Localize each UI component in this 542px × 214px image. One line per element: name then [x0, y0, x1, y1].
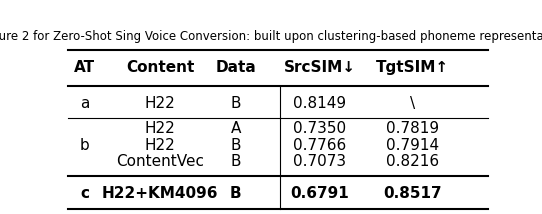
Text: B: B: [230, 154, 241, 169]
Text: 0.7350: 0.7350: [293, 121, 346, 136]
Text: H22: H22: [145, 138, 176, 153]
Text: B: B: [230, 138, 241, 153]
Text: 0.7914: 0.7914: [385, 138, 439, 153]
Text: b: b: [80, 138, 89, 153]
Text: AT: AT: [74, 60, 95, 75]
Text: 0.8517: 0.8517: [383, 186, 442, 201]
Text: a: a: [80, 96, 89, 111]
Text: H22: H22: [145, 121, 176, 136]
Text: Data: Data: [215, 60, 256, 75]
Text: c: c: [80, 186, 89, 201]
Text: Content: Content: [126, 60, 195, 75]
Text: 0.7073: 0.7073: [293, 154, 346, 169]
Text: A: A: [230, 121, 241, 136]
Text: ContentVec: ContentVec: [116, 154, 204, 169]
Text: Figure 2 for Zero-Shot Sing Voice Conversion: built upon clustering-based phonem: Figure 2 for Zero-Shot Sing Voice Conver…: [0, 30, 542, 43]
Text: 0.6791: 0.6791: [291, 186, 349, 201]
Text: 0.7766: 0.7766: [293, 138, 346, 153]
Text: 0.8216: 0.8216: [385, 154, 439, 169]
Text: 0.7819: 0.7819: [385, 121, 439, 136]
Text: \: \: [410, 96, 415, 111]
Text: H22+KM4096: H22+KM4096: [102, 186, 218, 201]
Text: SrcSIM↓: SrcSIM↓: [284, 60, 356, 75]
Text: H22: H22: [145, 96, 176, 111]
Text: 0.8149: 0.8149: [293, 96, 346, 111]
Text: TgtSIM↑: TgtSIM↑: [376, 60, 449, 75]
Text: B: B: [230, 186, 242, 201]
Text: B: B: [230, 96, 241, 111]
